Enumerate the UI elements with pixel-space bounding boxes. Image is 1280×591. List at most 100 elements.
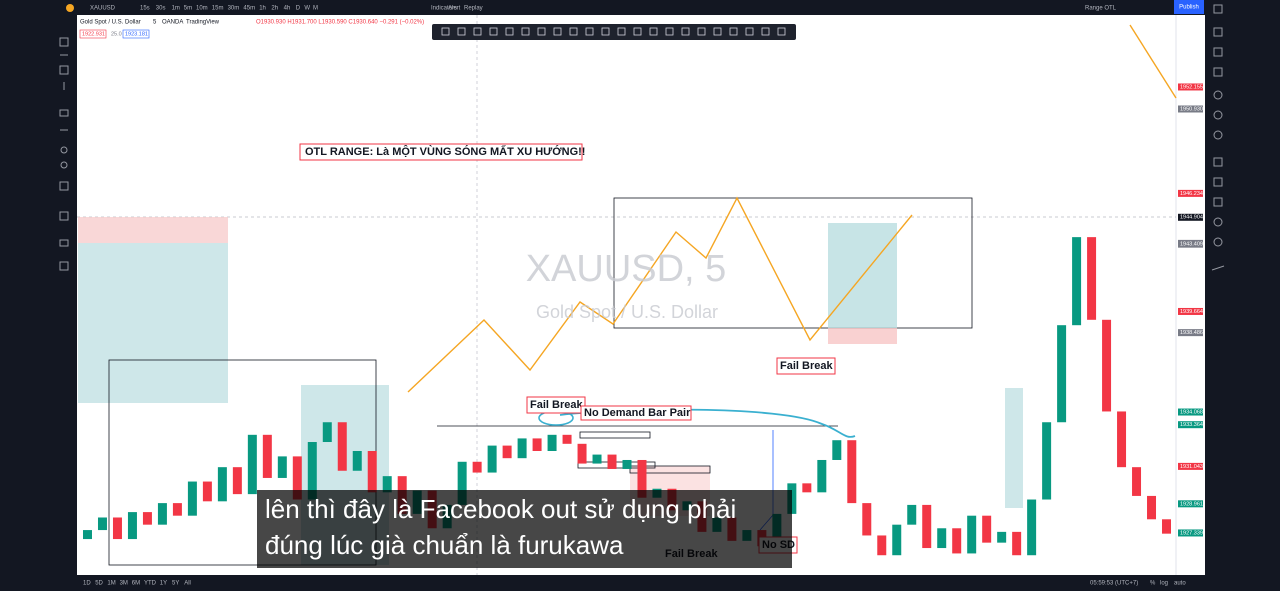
candle xyxy=(982,515,992,543)
tool-icon[interactable] xyxy=(649,27,658,36)
left-toolbar[interactable] xyxy=(59,37,69,271)
candle xyxy=(577,443,587,464)
interval-button[interactable]: 2h xyxy=(271,6,278,12)
tool-icon[interactable] xyxy=(489,27,498,36)
right-sidebar[interactable] xyxy=(1211,4,1225,271)
candle xyxy=(337,422,347,471)
candle xyxy=(1057,325,1067,423)
tool-icon[interactable] xyxy=(601,27,610,36)
log-toggle[interactable]: log xyxy=(1160,581,1168,587)
exchange: OANDA xyxy=(162,20,183,26)
layout-name[interactable]: Range OTL xyxy=(1085,6,1117,12)
tool-icon[interactable] xyxy=(569,27,578,36)
bid-box[interactable] xyxy=(79,29,107,39)
interval-button[interactable]: D xyxy=(296,6,301,12)
interval-button[interactable]: M xyxy=(313,6,318,12)
interval-button[interactable]: 15s xyxy=(140,6,150,12)
replay-button[interactable]: Replay xyxy=(464,6,483,12)
price-label-bg xyxy=(1178,189,1203,197)
tool-icon[interactable] xyxy=(553,27,562,36)
price-label-bg xyxy=(1178,500,1203,508)
auto-toggle[interactable]: auto xyxy=(1174,581,1186,587)
interval-button[interactable]: 4h xyxy=(284,6,291,12)
range-button[interactable]: YTD xyxy=(144,581,157,587)
interval-button[interactable]: 1h xyxy=(259,6,266,12)
price-label: 1939.664 xyxy=(1180,309,1203,315)
annotation-box xyxy=(526,396,586,414)
candle xyxy=(547,434,557,451)
price-label: 1933.364 xyxy=(1180,422,1203,428)
range-button[interactable]: 5D xyxy=(95,581,103,587)
interval-button[interactable]: W xyxy=(304,6,310,12)
candle xyxy=(892,524,902,556)
interval-button[interactable]: 45m xyxy=(243,6,255,12)
tool-icon[interactable] xyxy=(761,27,770,36)
range-button[interactable]: 5Y xyxy=(172,581,179,587)
interval-button[interactable]: 15m xyxy=(212,6,224,12)
candle xyxy=(607,454,617,469)
avatar[interactable] xyxy=(66,4,74,12)
indicators-button[interactable]: Indicators xyxy=(431,6,457,12)
top-symbol[interactable]: XAUUSD xyxy=(90,6,116,12)
tool-icon[interactable] xyxy=(505,27,514,36)
ask-box[interactable] xyxy=(122,29,150,39)
price-labels: 1952.1551950.9301946.2341944.9041943.452… xyxy=(1178,83,1203,537)
candle xyxy=(1147,495,1157,520)
annotation: Fail Break xyxy=(530,399,583,411)
clock: 05:59:53 (UTC+7) xyxy=(1090,581,1138,587)
range-button[interactable]: All xyxy=(184,581,191,587)
interval-button[interactable]: 1m xyxy=(172,6,180,12)
candle xyxy=(997,531,1007,543)
interval-button[interactable]: 30m xyxy=(228,6,240,12)
range-button[interactable]: 1Y xyxy=(160,581,167,587)
price-label-bg xyxy=(1178,307,1203,315)
candle xyxy=(937,528,947,549)
candle xyxy=(217,467,227,502)
tool-icon[interactable] xyxy=(745,27,754,36)
candle xyxy=(322,422,332,443)
tool-icon[interactable] xyxy=(777,27,786,36)
tool-icon[interactable] xyxy=(473,27,482,36)
tool-icon[interactable] xyxy=(713,27,722,36)
percent-toggle[interactable]: % xyxy=(1150,581,1156,587)
publish-label[interactable]: Publish xyxy=(1179,5,1199,11)
alert-button[interactable]: Alert xyxy=(448,6,461,12)
tool-icon[interactable] xyxy=(617,27,626,36)
price-label: 1952.155 xyxy=(1180,84,1203,90)
annotation-box xyxy=(580,405,692,421)
watermark-title: XAUUSD, 5 xyxy=(526,248,727,290)
range-button[interactable]: 3M xyxy=(120,581,128,587)
drawing-toolbar[interactable] xyxy=(432,24,796,40)
tool-icon[interactable] xyxy=(729,27,738,36)
interval-button[interactable]: 10m xyxy=(196,6,208,12)
tool-icon[interactable] xyxy=(521,27,530,36)
tool-icon[interactable] xyxy=(681,27,690,36)
tool-icon[interactable] xyxy=(665,27,674,36)
tool-icon[interactable] xyxy=(457,27,466,36)
price-label-bg xyxy=(1178,240,1203,248)
interval-button[interactable]: 30s xyxy=(156,6,166,12)
tool-icon[interactable] xyxy=(633,27,642,36)
price-label-bg xyxy=(1178,83,1203,91)
candle xyxy=(292,456,302,500)
drawing-tools[interactable] xyxy=(441,27,786,36)
price-label: 1938.486 xyxy=(1180,330,1203,336)
interval-button[interactable]: 5m xyxy=(184,6,192,12)
candle xyxy=(832,440,842,460)
publish-button[interactable] xyxy=(1174,0,1204,14)
price-label: 1934.068 xyxy=(1180,409,1203,415)
range-button[interactable]: 1D xyxy=(83,581,91,587)
tool-icon[interactable] xyxy=(697,27,706,36)
candle xyxy=(472,461,482,473)
price-label-bg xyxy=(1178,105,1203,113)
tool-icon[interactable] xyxy=(537,27,546,36)
range-button[interactable]: 1M xyxy=(107,581,115,587)
candle xyxy=(142,512,152,525)
candle xyxy=(922,504,932,549)
tool-icon[interactable] xyxy=(441,27,450,36)
price-label: 1944.904 xyxy=(1180,215,1203,221)
range-button[interactable]: 6M xyxy=(132,581,140,587)
price-label-bg xyxy=(1178,213,1203,221)
tool-icon[interactable] xyxy=(585,27,594,36)
candle xyxy=(262,434,272,478)
